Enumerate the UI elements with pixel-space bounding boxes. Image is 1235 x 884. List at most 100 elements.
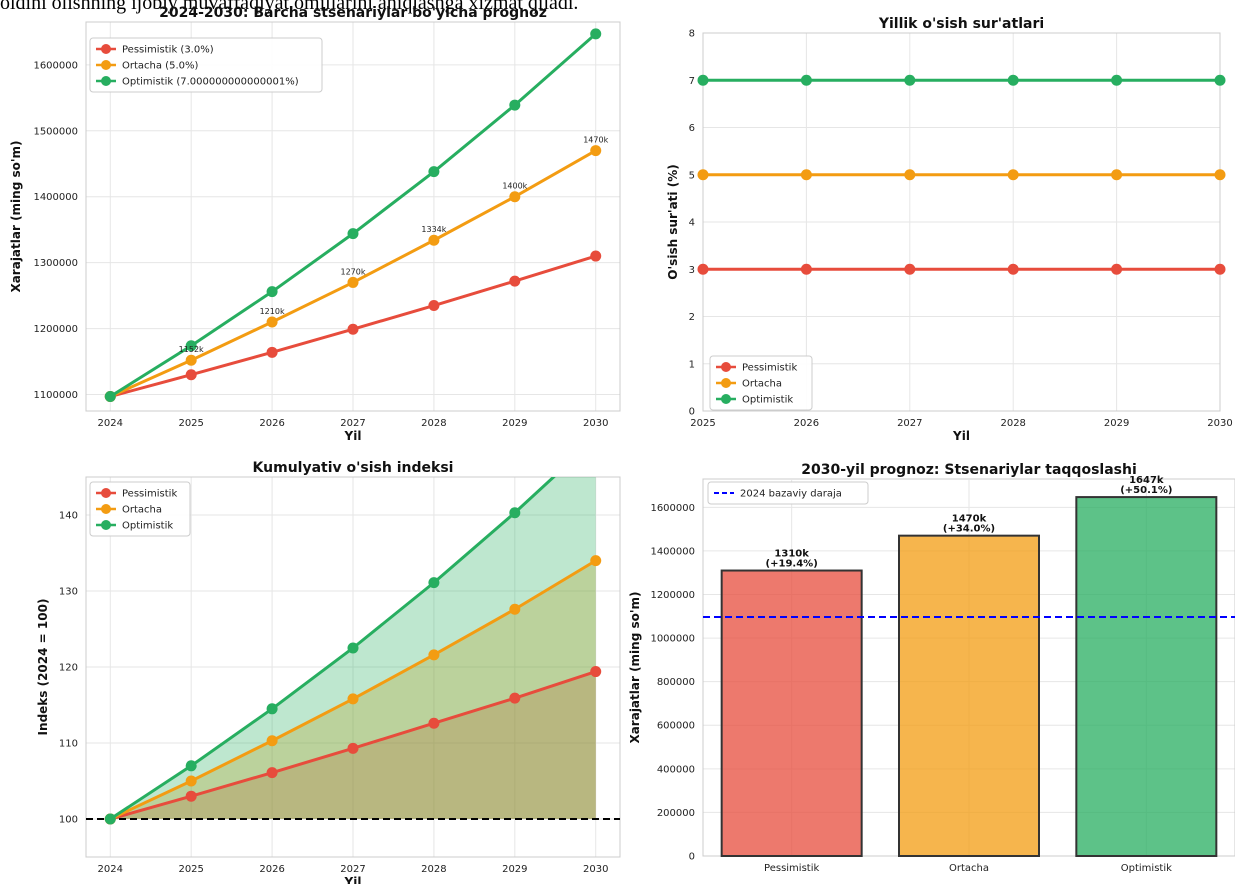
y-tick-label: 100 <box>59 815 78 826</box>
y-tick-label: 1100000 <box>33 390 78 401</box>
data-point-pessimistik <box>347 323 359 335</box>
data-label: 1470k <box>583 136 608 145</box>
legend-entry: Pessimistik <box>742 363 797 374</box>
plot-frame <box>702 32 1221 412</box>
chart-title: 2024-2030: Barcha stsenariylar bo'yicha … <box>159 5 547 21</box>
legend-marker <box>101 504 111 514</box>
data-point-pessimistik <box>185 790 197 802</box>
x-tick-label: Optimistik <box>1121 863 1172 874</box>
x-tick-label: 2025 <box>178 864 203 875</box>
x-tick-label: 2029 <box>502 418 527 429</box>
x-axis-label: Yil <box>952 429 970 443</box>
y-tick-label: 2 <box>689 312 695 323</box>
legend-entry: Ortacha (5.0%) <box>122 61 198 72</box>
x-tick-label: 2025 <box>178 418 203 429</box>
x-tick-label: 2028 <box>1000 418 1025 429</box>
legend-entry: Pessimistik <box>122 489 177 500</box>
data-label: 1400k <box>502 182 527 191</box>
legend-entry: Optimistik <box>742 395 793 406</box>
x-tick-label: 2027 <box>340 864 365 875</box>
legend-marker <box>101 520 111 530</box>
data-point-pessimistik <box>590 666 602 678</box>
data-point-pessimistik <box>1111 263 1123 275</box>
chart-title: 2030-yil prognoz: Stsenariylar taqqoslas… <box>801 462 1137 478</box>
data-point-pessimistik <box>904 263 916 275</box>
data-point-ortacha <box>347 693 359 705</box>
y-tick-label: 110 <box>59 739 78 750</box>
legend-box <box>89 481 191 537</box>
data-point-pessimistik <box>1214 263 1226 275</box>
growth-rate-line-chart: 0 1 2 3 4 5 6 7 8 2025 2026 2027 2028 2029 2030 Yillik … <box>666 16 1233 443</box>
legend-entry: Optimistik <box>122 521 173 532</box>
chart-title: Yillik o'sish sur'atlari <box>878 16 1044 32</box>
y-tick-label: 1200000 <box>33 324 78 335</box>
data-point-pessimistik <box>347 742 359 754</box>
data-point-optimistik <box>428 577 440 589</box>
data-point-optimistik <box>428 166 440 178</box>
data-point-ortacha <box>1007 169 1019 181</box>
bar-ortacha <box>898 534 1040 857</box>
x-tick-label: 2024 <box>98 418 123 429</box>
x-tick-label: 2030 <box>583 864 608 875</box>
bar-value-label: 1310k <box>774 549 809 560</box>
x-tick-label: 2029 <box>1104 418 1129 429</box>
data-point-ortacha <box>1111 169 1123 181</box>
plot-area <box>104 28 602 402</box>
x-axis-label: Yil <box>344 429 362 443</box>
data-label: 1270k <box>341 267 366 276</box>
y-tick-label: 8 <box>689 29 695 40</box>
data-point-optimistik <box>1214 74 1226 86</box>
data-point-ortacha <box>185 775 197 787</box>
data-point-ortacha <box>185 354 197 366</box>
plot-area <box>86 477 620 825</box>
x-tick-label: 2027 <box>340 418 365 429</box>
data-point-ortacha <box>428 234 440 246</box>
y-axis-label: Xarajatlar (ming so'm) <box>9 140 23 292</box>
data-point-optimistik <box>590 28 602 40</box>
x-tick-label: 2027 <box>897 418 922 429</box>
bar-value-label: (+34.0%) <box>943 524 995 535</box>
bar-value-label: (+19.4%) <box>766 559 818 570</box>
data-point-pessimistik <box>800 263 812 275</box>
legend-entry: Ortacha <box>742 379 782 390</box>
y-tick-label: 1600000 <box>33 60 78 71</box>
y-tick-label: 1300000 <box>33 258 78 269</box>
x-tick-label: 2030 <box>583 418 608 429</box>
cumulative-index-area-chart: 100 110 120 130 140 2024 2025 2026 2027 2028 2029 2… <box>36 460 621 884</box>
y-tick-label: 1600000 <box>650 503 695 514</box>
legend-marker <box>101 76 111 86</box>
data-point-optimistik <box>697 74 709 86</box>
x-tick-label: 2026 <box>259 418 284 429</box>
bar-value-label: (+50.1%) <box>1120 485 1172 496</box>
legend-marker <box>721 362 731 372</box>
data-label: 1152k <box>179 345 204 354</box>
x-tick-label: 2029 <box>502 864 527 875</box>
x-tick-label: 2024 <box>98 864 123 875</box>
data-point-ortacha <box>509 603 521 615</box>
bar-pessimistik <box>720 569 863 858</box>
data-point-optimistik <box>104 390 116 402</box>
y-tick-label: 1400000 <box>650 546 695 557</box>
data-point-optimistik <box>266 703 278 715</box>
bar-value-label: 1470k <box>952 514 987 525</box>
bar-value-label: 1647k <box>1129 475 1164 486</box>
legend-marker <box>101 60 111 70</box>
data-point-ortacha <box>697 169 709 181</box>
data-point-pessimistik <box>266 767 278 779</box>
x-axis-label: Yil <box>344 875 362 884</box>
legend-entry: 2024 bazaviy daraja <box>740 489 842 500</box>
x-tick-label: 2028 <box>421 418 446 429</box>
y-tick-label: 1500000 <box>33 126 78 137</box>
data-point-pessimistik <box>428 300 440 312</box>
data-point-ortacha <box>428 649 440 661</box>
y-tick-label: 0 <box>689 852 695 863</box>
y-tick-label: 5 <box>689 170 695 181</box>
scenario-bar-chart: 0 200000 400000 600000 800000 1000000 1200000 1… <box>628 462 1235 874</box>
y-tick-label: 400000 <box>657 764 695 775</box>
y-tick-label: 120 <box>59 663 78 674</box>
legend-box <box>707 481 869 505</box>
data-point-optimistik <box>800 74 812 86</box>
data-point-pessimistik <box>185 369 197 381</box>
data-point-pessimistik <box>428 717 440 729</box>
x-tick-label: Pessimistik <box>764 863 819 874</box>
